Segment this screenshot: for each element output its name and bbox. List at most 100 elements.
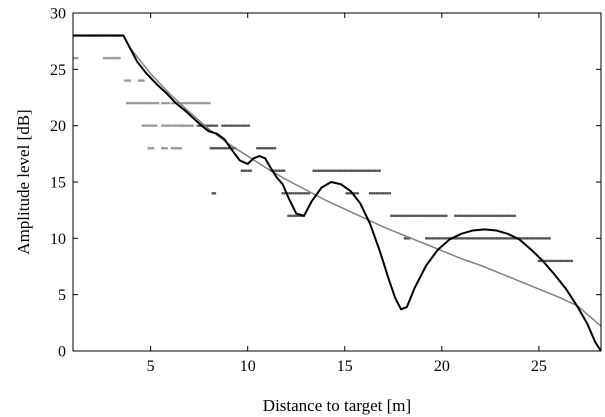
- data-point: [278, 169, 282, 173]
- y-tick-label: 30: [50, 6, 66, 23]
- data-point: [530, 237, 534, 240]
- data-point: [475, 237, 479, 240]
- data-point: [493, 237, 496, 240]
- data-point: [238, 124, 242, 127]
- data-point: [262, 146, 266, 150]
- data-point: [274, 169, 277, 173]
- data-point: [412, 214, 415, 218]
- data-point: [467, 214, 470, 218]
- data-point: [319, 169, 322, 173]
- data-point: [134, 101, 138, 105]
- data-point: [258, 146, 261, 150]
- data-point: [211, 146, 215, 150]
- data-point: [128, 101, 131, 105]
- data-point: [154, 124, 158, 127]
- data-point: [325, 169, 329, 173]
- data-point: [227, 124, 231, 127]
- x-tick-label: 15: [337, 358, 353, 375]
- data-point: [409, 214, 413, 218]
- data-point: [213, 124, 216, 127]
- y-tick-label: 25: [50, 62, 66, 79]
- data-point: [403, 237, 407, 240]
- data-point: [347, 191, 351, 195]
- data-point: [290, 191, 293, 195]
- data-point: [330, 169, 333, 173]
- data-point: [186, 101, 189, 105]
- data-point: [175, 146, 178, 150]
- data-point: [152, 101, 156, 105]
- data-point: [199, 101, 202, 105]
- data-point: [291, 214, 295, 218]
- data-point: [490, 237, 494, 240]
- data-point: [211, 124, 214, 127]
- data-point: [145, 124, 149, 127]
- data-point: [477, 237, 481, 240]
- data-point: [356, 191, 360, 195]
- data-point: [222, 146, 226, 150]
- y-tick-label: 10: [50, 231, 66, 248]
- data-point: [427, 214, 431, 218]
- data-point: [499, 237, 503, 240]
- data-point: [301, 191, 304, 195]
- data-point: [206, 124, 210, 127]
- data-point: [213, 146, 217, 150]
- data-point: [165, 101, 168, 105]
- data-point: [242, 169, 246, 173]
- data-point: [388, 191, 392, 195]
- data-point: [160, 124, 164, 127]
- data-point: [442, 214, 446, 218]
- data-point: [367, 169, 371, 173]
- data-point: [545, 237, 549, 240]
- data-point: [152, 124, 156, 127]
- model-curve: [73, 34, 601, 351]
- data-point: [511, 214, 514, 218]
- data-point: [102, 56, 106, 60]
- data-point: [76, 56, 79, 60]
- data-point: [548, 237, 551, 240]
- data-point: [491, 214, 495, 218]
- data-point: [349, 169, 353, 173]
- data-point: [473, 214, 477, 218]
- data-point: [293, 214, 297, 218]
- data-point: [458, 214, 462, 218]
- data-point: [107, 56, 110, 60]
- data-point: [243, 124, 246, 127]
- data-point: [184, 124, 188, 127]
- data-point: [126, 101, 129, 105]
- data-point: [363, 169, 366, 173]
- data-point: [550, 259, 554, 263]
- data-point: [392, 214, 395, 218]
- axis-ticks: 5 10 15 20 25 0 5 10 15 20 25 30: [50, 6, 601, 375]
- data-point: [465, 214, 468, 218]
- data-point: [484, 214, 488, 218]
- data-point: [160, 146, 164, 150]
- data-point: [154, 101, 158, 105]
- data-point: [282, 169, 286, 173]
- data-point: [476, 214, 479, 218]
- data-point: [398, 214, 402, 218]
- data-point: [187, 124, 190, 127]
- data-point: [181, 101, 185, 105]
- data-point: [454, 214, 457, 218]
- data-point: [294, 191, 298, 195]
- data-point: [208, 124, 212, 127]
- data-point: [418, 214, 422, 218]
- trend-curve: [73, 34, 601, 327]
- data-point: [174, 124, 177, 127]
- x-tick-label: 25: [531, 358, 547, 375]
- data-point: [223, 124, 226, 127]
- data-point: [356, 169, 360, 173]
- y-tick-label: 0: [58, 344, 66, 361]
- data-point: [183, 101, 187, 105]
- x-tick-label: 5: [147, 358, 155, 375]
- data-point: [568, 259, 571, 263]
- data-point: [471, 237, 474, 240]
- data-point: [466, 237, 470, 240]
- data-point: [148, 124, 151, 127]
- data-point: [188, 101, 191, 105]
- data-point: [435, 237, 439, 240]
- data-point: [172, 146, 176, 150]
- data-point: [73, 56, 77, 60]
- data-point: [557, 259, 560, 263]
